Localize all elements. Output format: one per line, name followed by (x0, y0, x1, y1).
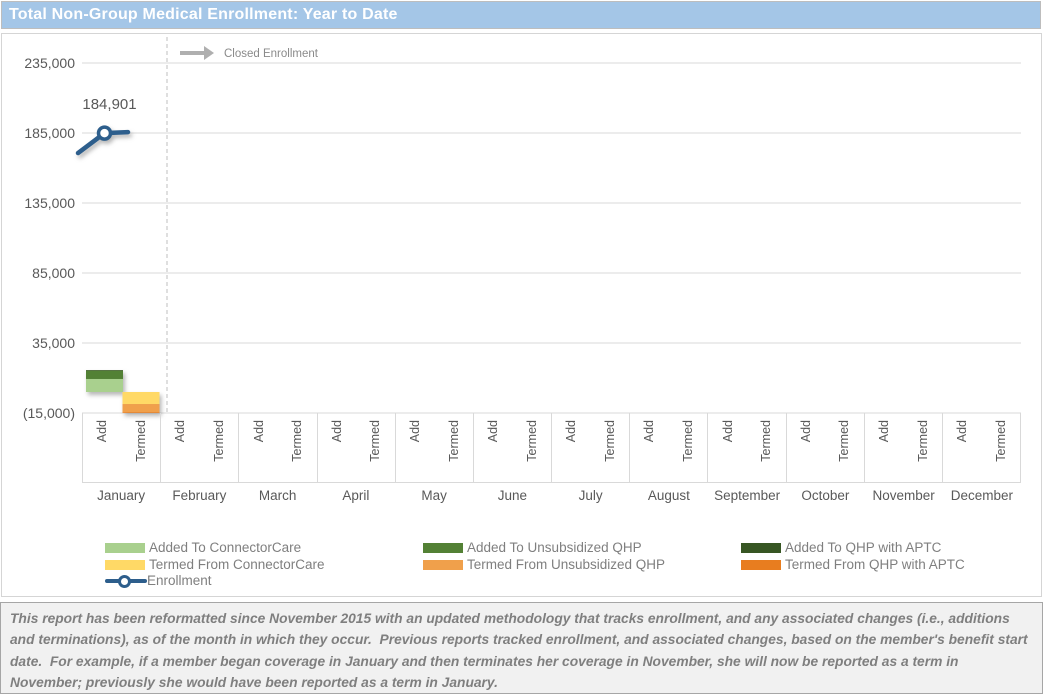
legend-label: Added To QHP with APTC (785, 540, 942, 555)
axis-label-add: Add (95, 420, 110, 443)
axis-label-add: Add (798, 420, 813, 443)
chart-legend: Added To ConnectorCare Termed From Conne… (2, 536, 1041, 594)
legend-swatch-termed-connectorcare (105, 559, 145, 570)
bar-series-group (86, 370, 160, 413)
legend-label: Added To Unsubsidized QHP (467, 540, 642, 555)
month-label-october: October (801, 488, 850, 503)
month-label-february: February (172, 488, 227, 503)
axis-label-add: Add (564, 420, 579, 443)
axis-cell-november: Add Termed (863, 413, 942, 482)
title-bar: Total Non-Group Medical Enrollment: Year… (1, 1, 1041, 29)
axis-label-termed: Termed (759, 420, 774, 462)
axis-label-add: Add (486, 420, 501, 443)
axis-label-termed: Termed (524, 420, 539, 462)
y-axis-tick-label: 35,000 (32, 335, 75, 351)
legend-item-added-connectorcare: Added To ConnectorCare (105, 540, 301, 555)
axis-label-termed: Termed (681, 420, 696, 462)
legend-label: Termed From Unsubsidized QHP (467, 557, 666, 572)
legend-label: Enrollment (147, 573, 212, 588)
axis-cell-july: Add Termed (551, 413, 629, 482)
axis-label-add: Add (407, 420, 422, 443)
legend-swatch-termed-qhp-aptc (741, 559, 781, 570)
legend-swatch-added-qhp-aptc (741, 542, 781, 553)
month-label-september: September (714, 488, 781, 503)
x-axis-month-labels: January February March April May June July Augu… (82, 488, 1021, 503)
enrollment-marker (96, 125, 113, 141)
axis-cell-january: Add Termed (82, 413, 160, 482)
axis-label-add: Add (877, 420, 891, 443)
axis-label-termed: Termed (837, 420, 852, 462)
legend-item-added-qhp-aptc: Added To QHP with APTC (741, 540, 941, 555)
axis-label-add: Add (642, 420, 657, 443)
axis-cell-august: Add Termed (629, 413, 707, 482)
axis-cell-october: Add Termed (785, 413, 864, 482)
axis-cell-april: Add Termed (316, 413, 395, 482)
enrollment-data-label: 184,901 (82, 96, 136, 113)
bar-segment-termed-january (122, 392, 160, 405)
enrollment-line-group (75, 125, 131, 156)
axis-label-termed: Termed (133, 420, 148, 462)
x-axis-add-termed-band: Add Termed Add Termed Add Termed Add Termed Add T… (82, 413, 1021, 483)
closed-enrollment-label: Closed Enrollment (224, 48, 319, 60)
axis-label-add: Add (329, 420, 344, 443)
chart-area: 235,000 185,000 135,000 85,000 35,000 (15,000… (1, 33, 1042, 597)
axis-cell-march: Add Termed (238, 413, 316, 482)
axis-label-termed: Termed (915, 420, 930, 462)
y-axis-tick-label: 185,000 (24, 125, 75, 141)
month-label-march: March (258, 488, 297, 503)
axis-cell-june: Add Termed (472, 413, 551, 482)
axis-label-termed: Termed (368, 420, 383, 462)
month-label-november: November (872, 488, 935, 503)
bar-segment-termed-january (122, 412, 160, 413)
axis-label-termed: Termed (446, 420, 461, 462)
legend-swatch-added-unsubsidized-qhp (423, 542, 463, 553)
legend-swatch-added-connectorcare (105, 542, 145, 553)
axis-cell-february: Add Termed (160, 413, 238, 482)
legend-label: Termed From ConnectorCare (149, 557, 325, 572)
month-label-january: January (97, 488, 146, 503)
legend-item-termed-connectorcare: Termed From ConnectorCare (105, 557, 325, 572)
legend-item-enrollment: Enrollment (105, 573, 212, 588)
footer-note-box: This report has been reformatted since N… (0, 602, 1043, 694)
axis-cell-september: Add Termed (707, 413, 785, 482)
chart-canvas: 235,000 185,000 135,000 85,000 35,000 (15,000… (23, 37, 1021, 421)
closed-enrollment-arrowhead-icon (204, 46, 214, 60)
axis-label-add: Add (173, 420, 188, 443)
month-label-august: August (647, 488, 690, 503)
axis-label-add: Add (251, 420, 266, 443)
legend-item-added-unsubsidized-qhp: Added To Unsubsidized QHP (423, 540, 642, 555)
page-title: Total Non-Group Medical Enrollment: Year… (9, 6, 398, 23)
axis-cell-may: Add Termed (394, 413, 473, 482)
axis-label-termed: Termed (993, 420, 1008, 462)
month-label-july: July (578, 488, 603, 503)
legend-item-termed-qhp-aptc: Termed From QHP with APTC (741, 557, 965, 572)
legend-swatch-termed-unsubsidized-qhp (423, 559, 463, 570)
axis-cell-december: Add Termed (941, 413, 1020, 482)
month-label-may: May (421, 488, 447, 503)
month-label-april: April (342, 488, 370, 503)
month-label-june: June (497, 488, 528, 503)
axis-label-termed: Termed (212, 420, 227, 462)
axis-label-termed: Termed (602, 420, 617, 462)
y-axis-tick-label: 235,000 (24, 55, 75, 71)
y-axis-tick-label: 135,000 (24, 195, 75, 211)
axis-label-add: Add (955, 420, 970, 443)
enrollment-line-marker-icon (105, 574, 147, 588)
bar-segment-add-january (86, 370, 123, 379)
axis-label-add: Add (720, 420, 735, 443)
y-axis-tick-label: 85,000 (32, 265, 75, 281)
month-label-december: December (950, 488, 1014, 503)
legend-item-termed-unsubsidized-qhp: Termed From Unsubsidized QHP (423, 557, 665, 572)
footer-note-text: This report has been reformatted since N… (10, 611, 1032, 690)
axis-label-termed: Termed (290, 420, 305, 462)
bar-segment-add-january (86, 370, 123, 371)
y-axis-tick-label: (15,000) (23, 405, 75, 421)
bar-segment-termed-january (122, 404, 160, 413)
legend-label: Termed From QHP with APTC (785, 557, 965, 572)
legend-label: Added To ConnectorCare (149, 540, 302, 555)
bar-segment-add-january (86, 378, 123, 392)
